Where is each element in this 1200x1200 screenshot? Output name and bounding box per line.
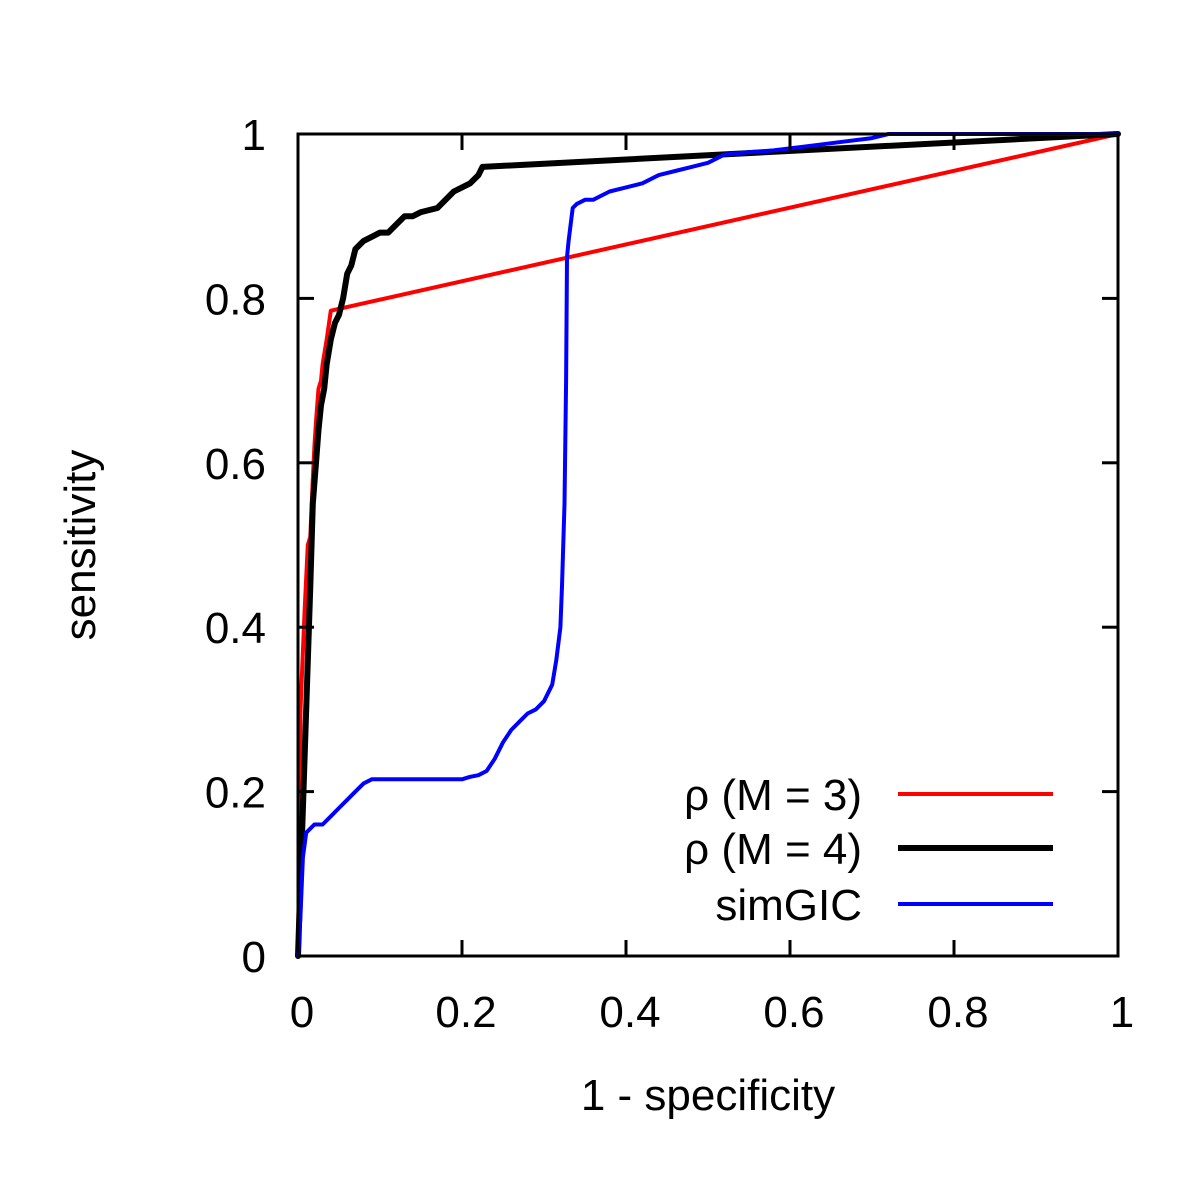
- y-tick-label: 0.2: [205, 769, 266, 818]
- y-tick-label: 0.6: [205, 440, 266, 489]
- y-tick-labels: 0 0.2 0.4 0.6 0.8 1: [205, 111, 266, 982]
- y-tick-label: 0: [242, 933, 266, 982]
- x-tick-label: 1: [1110, 988, 1134, 1037]
- legend-label-1: ρ (M = 3): [684, 771, 862, 820]
- x-tick-label: 0: [290, 988, 314, 1037]
- axis-ticks: [296, 132, 1120, 958]
- x-tick-label: 0.2: [435, 988, 496, 1037]
- x-tick-label: 0.6: [763, 988, 824, 1037]
- x-tick-label: 0.4: [599, 988, 660, 1037]
- legend-label-3: simGIC: [715, 881, 862, 930]
- y-tick-label: 0.4: [205, 604, 266, 653]
- series-line-3: [296, 132, 1120, 958]
- y-tick-label: 1: [242, 111, 266, 160]
- legend-label-2: ρ (M = 4): [684, 825, 862, 874]
- series-line-2: [295, 131, 1121, 959]
- x-tick-label: 0.8: [927, 988, 988, 1037]
- y-tick-label: 0.8: [205, 275, 266, 324]
- y-axis-label: sensitivity: [56, 450, 105, 641]
- plot-frame: [296, 132, 1120, 958]
- plot-curves: [295, 131, 1121, 959]
- x-axis-label: 1 - specificity: [581, 1071, 835, 1120]
- legend: ρ (M = 3) ρ (M = 4) simGIC: [684, 771, 1053, 930]
- x-tick-labels: 0 0.2 0.4 0.6 0.8 1: [290, 988, 1134, 1037]
